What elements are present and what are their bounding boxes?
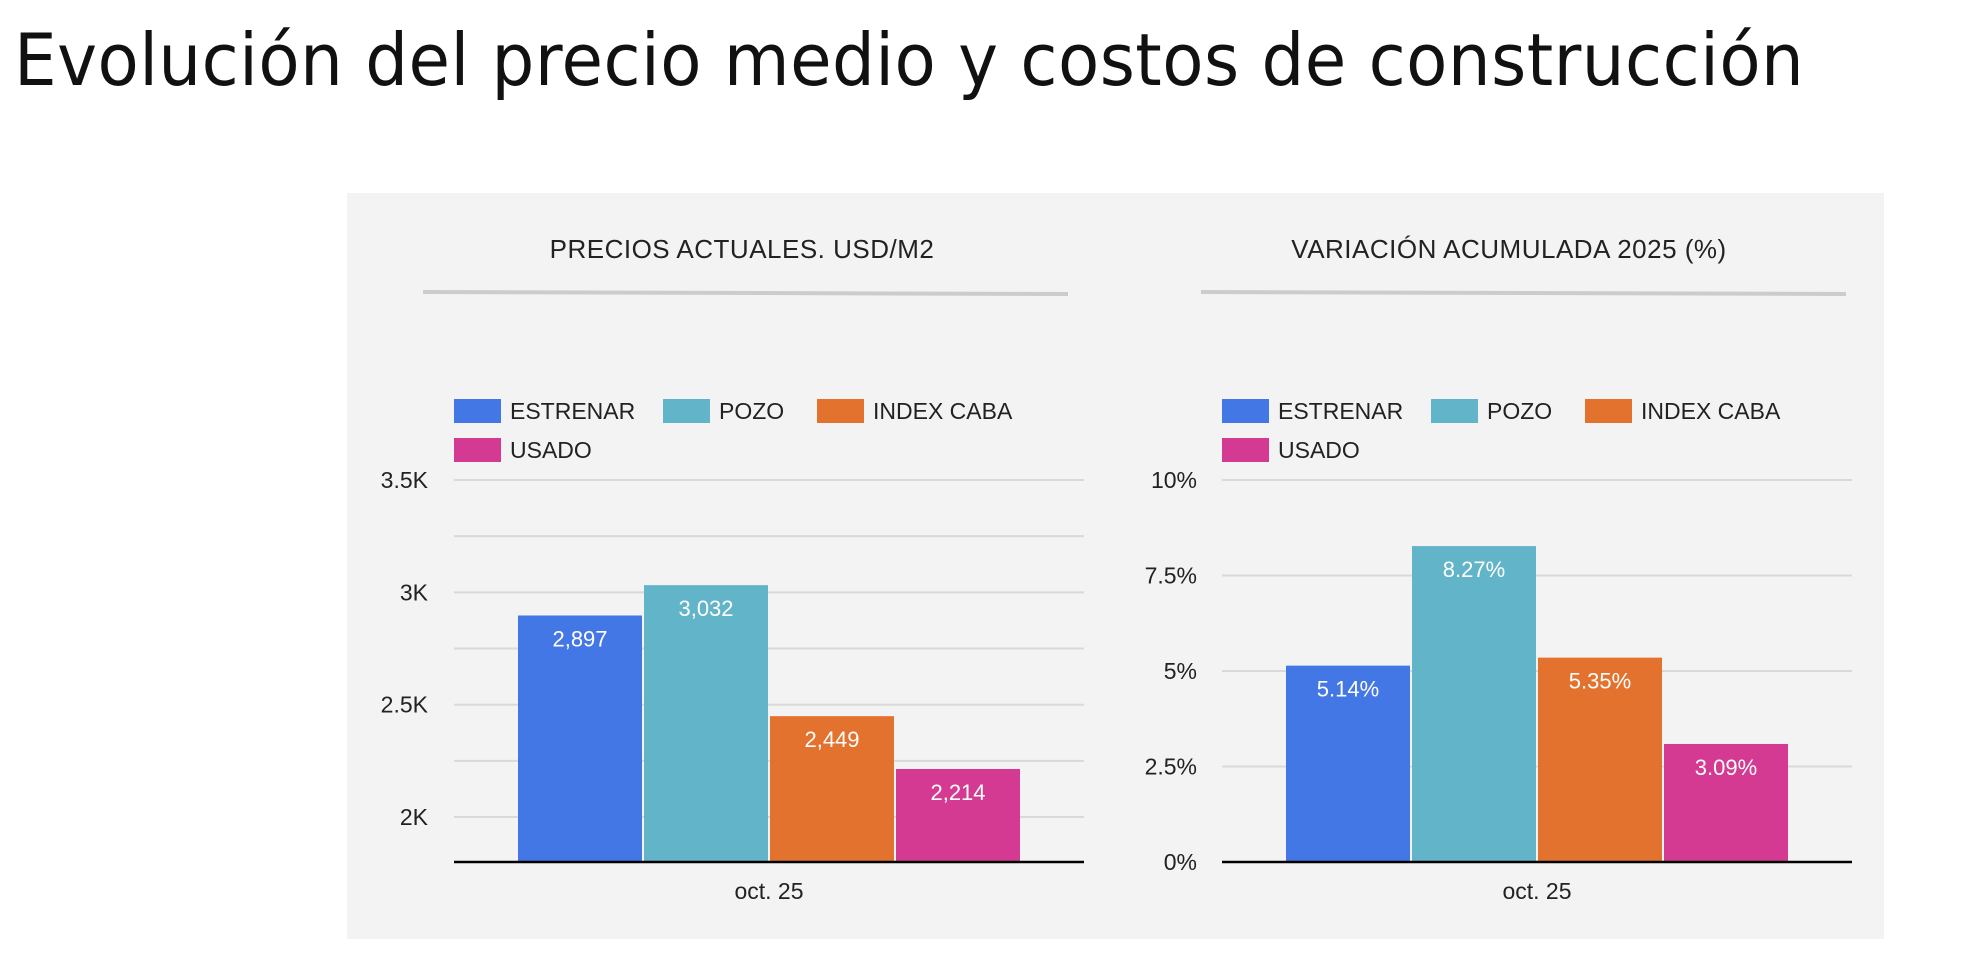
- y-tick-label: 2.5K: [381, 692, 429, 718]
- bar-pozo: [1412, 546, 1536, 862]
- data-label: 2,214: [930, 780, 985, 805]
- legend-label: POZO: [719, 398, 784, 424]
- x-tick-label: oct. 25: [1502, 878, 1571, 904]
- bar-usado: [1664, 743, 1788, 862]
- legend-swatch: [1431, 399, 1478, 423]
- y-tick-label: 7.5%: [1145, 563, 1197, 589]
- y-tick-label: 3K: [400, 579, 429, 605]
- legend-label: ESTRENAR: [1278, 398, 1403, 424]
- bar-index-caba: [770, 716, 894, 862]
- data-label: 2,897: [552, 626, 607, 651]
- legend-label: USADO: [510, 437, 592, 463]
- legend-label: USADO: [1278, 437, 1360, 463]
- legend-label: ESTRENAR: [510, 398, 635, 424]
- bar-estrenar: [518, 615, 642, 862]
- legend-swatch: [1222, 438, 1269, 462]
- data-label: 3.09%: [1695, 755, 1757, 780]
- y-tick-label: 2.5%: [1145, 754, 1197, 780]
- chart-title: PRECIOS ACTUALES. USD/M2: [550, 234, 935, 264]
- data-label: 3,032: [678, 596, 733, 621]
- legend-swatch: [1585, 399, 1632, 423]
- chart-2: VARIACIÓN ACUMULADA 2025 (%) ESTRENAR POZO…: [1145, 234, 1852, 904]
- legend-swatch: [663, 399, 710, 423]
- bar-pozo: [644, 585, 768, 862]
- title-underline: [422, 290, 1069, 296]
- data-label: 2,449: [804, 727, 859, 752]
- legend-label: INDEX CABA: [1641, 398, 1781, 424]
- y-tick-label: 2K: [400, 804, 429, 830]
- legend-swatch: [817, 399, 864, 423]
- page-title: Evolución del precio medio y costos de c…: [14, 18, 1805, 102]
- legend-swatch: [1222, 399, 1269, 423]
- data-label: 5.35%: [1569, 669, 1631, 694]
- legend-swatch: [454, 438, 501, 462]
- data-label: 5.14%: [1317, 677, 1379, 702]
- y-tick-label: 3.5K: [381, 467, 429, 493]
- title-underline: [1200, 290, 1847, 296]
- chart-title: VARIACIÓN ACUMULADA 2025 (%): [1291, 234, 1726, 264]
- legend-label: INDEX CABA: [873, 398, 1013, 424]
- legend-label: POZO: [1487, 398, 1552, 424]
- bar-usado: [896, 768, 1020, 862]
- y-tick-label: 0%: [1164, 849, 1197, 875]
- bar-estrenar: [1286, 665, 1410, 862]
- legend-swatch: [454, 399, 501, 423]
- bar-index-caba: [1538, 657, 1662, 862]
- data-label: 8.27%: [1443, 557, 1505, 582]
- y-tick-label: 5%: [1164, 658, 1197, 684]
- x-tick-label: oct. 25: [734, 878, 803, 904]
- y-tick-label: 10%: [1151, 467, 1197, 493]
- chart-1: PRECIOS ACTUALES. USD/M2 ESTRENAR POZO INDE…: [381, 234, 1084, 904]
